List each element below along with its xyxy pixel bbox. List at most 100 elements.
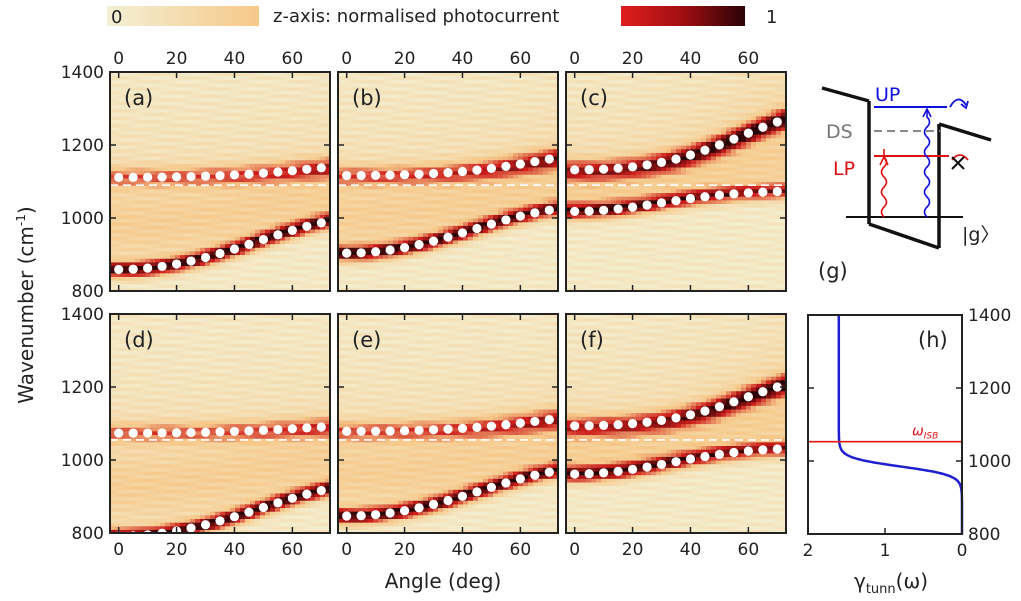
heatmap-cell bbox=[155, 225, 161, 230]
heatmap-cell bbox=[353, 181, 359, 186]
heatmap-cell bbox=[220, 159, 226, 164]
heatmap-cell bbox=[488, 210, 494, 215]
heatmap-cell bbox=[240, 174, 246, 179]
heatmap-cell bbox=[348, 232, 354, 237]
heatmap-cell bbox=[165, 126, 171, 131]
heatmap-cell bbox=[463, 141, 469, 146]
heatmap-cell bbox=[250, 269, 256, 274]
heatmap-cell bbox=[295, 236, 301, 241]
heatmap-cell bbox=[428, 177, 434, 183]
heatmap-cell bbox=[130, 181, 136, 186]
heatmap-cell bbox=[368, 177, 374, 183]
heatmap-cell bbox=[413, 218, 419, 223]
heatmap-cell bbox=[120, 152, 126, 157]
heatmap-cell bbox=[325, 148, 330, 153]
heatmap-cell bbox=[190, 82, 196, 88]
heatmap-cell bbox=[368, 75, 374, 80]
heatmap-cell bbox=[488, 272, 494, 277]
heatmap-cell bbox=[110, 82, 116, 88]
heatmap-cell bbox=[523, 145, 529, 150]
heatmap-cell bbox=[433, 185, 439, 190]
heatmap-cell bbox=[513, 283, 519, 288]
heatmap-cell bbox=[135, 269, 141, 274]
heatmap-cell bbox=[265, 192, 271, 197]
heatmap-cell bbox=[428, 166, 434, 172]
heatmap-cell bbox=[310, 159, 316, 164]
heatmap-cell bbox=[473, 93, 479, 99]
heatmap-cell bbox=[493, 247, 499, 252]
heatmap-cell bbox=[508, 258, 514, 263]
heatmap-cell bbox=[250, 86, 256, 91]
heatmap-cell bbox=[348, 236, 354, 241]
heatmap-cell bbox=[135, 228, 141, 234]
heatmap-cell bbox=[368, 166, 374, 172]
heatmap-cell bbox=[135, 101, 141, 106]
heatmap-cell bbox=[518, 192, 524, 197]
heatmap-cell bbox=[458, 192, 464, 197]
heatmap-cell bbox=[413, 283, 419, 288]
heatmap-cell bbox=[338, 174, 344, 179]
heatmap-cell bbox=[378, 272, 384, 277]
heatmap-cell bbox=[403, 258, 409, 263]
heatmap-cell bbox=[145, 243, 151, 248]
heatmap-cell bbox=[275, 108, 281, 113]
heatmap-cell bbox=[190, 185, 196, 190]
heatmap-cell bbox=[170, 134, 176, 139]
heatmap-cell bbox=[110, 181, 116, 186]
heatmap-cell bbox=[320, 181, 326, 186]
heatmap-cell bbox=[468, 112, 474, 117]
upper-polariton-point bbox=[186, 171, 196, 182]
heatmap-cell bbox=[403, 155, 409, 161]
heatmap-cell bbox=[255, 247, 261, 252]
heatmap-cell bbox=[443, 254, 449, 259]
heatmap-cell bbox=[483, 261, 489, 267]
heatmap-cell bbox=[120, 79, 126, 84]
heatmap-cell bbox=[413, 134, 419, 139]
heatmap-cell bbox=[348, 86, 354, 91]
heatmap-cell bbox=[523, 269, 529, 274]
heatmap-cell bbox=[393, 112, 399, 117]
heatmap-cell bbox=[245, 90, 251, 95]
heatmap-cell bbox=[280, 287, 286, 291]
heatmap-cell bbox=[290, 119, 296, 124]
heatmap-cell bbox=[368, 236, 374, 241]
heatmap-cell bbox=[453, 170, 459, 175]
heatmap-cell bbox=[433, 228, 439, 234]
heatmap-cell bbox=[210, 137, 216, 142]
heatmap-cell bbox=[378, 203, 384, 208]
heatmap-cell bbox=[508, 126, 514, 131]
heatmap-cell bbox=[388, 287, 394, 291]
heatmap-cell bbox=[165, 214, 171, 219]
heatmap-cell bbox=[310, 145, 316, 150]
heatmap-cell bbox=[120, 126, 126, 131]
heatmap-cell bbox=[503, 93, 509, 99]
heatmap-cell bbox=[478, 155, 484, 161]
heatmap-cell bbox=[130, 166, 136, 172]
heatmap-cell bbox=[353, 239, 359, 245]
heatmap-cell bbox=[325, 221, 330, 226]
heatmap-cell bbox=[428, 218, 434, 223]
heatmap-cell bbox=[160, 119, 166, 124]
heatmap-cell bbox=[473, 137, 479, 142]
heatmap-cell bbox=[413, 104, 419, 110]
heatmap-cell bbox=[408, 221, 414, 226]
heatmap-cell bbox=[155, 287, 161, 291]
heatmap-cell bbox=[353, 196, 359, 201]
heatmap-cell bbox=[210, 261, 216, 267]
heatmap-cell bbox=[110, 265, 116, 270]
heatmap-cell bbox=[508, 188, 514, 194]
heatmap-cell bbox=[255, 192, 261, 197]
heatmap-cell bbox=[468, 214, 474, 219]
heatmap-cell bbox=[463, 287, 469, 291]
heatmap-cell bbox=[363, 221, 369, 226]
heatmap-cell bbox=[135, 287, 141, 291]
heatmap-cell bbox=[295, 221, 301, 226]
heatmap-cell bbox=[398, 137, 404, 142]
heatmap-cell bbox=[423, 232, 429, 237]
heatmap-cell bbox=[338, 272, 344, 277]
heatmap-cell bbox=[265, 269, 271, 274]
heatmap-cell bbox=[428, 104, 434, 110]
heatmap-cell bbox=[295, 177, 301, 183]
heatmap-cell bbox=[195, 254, 201, 259]
heatmap-cell bbox=[473, 82, 479, 88]
